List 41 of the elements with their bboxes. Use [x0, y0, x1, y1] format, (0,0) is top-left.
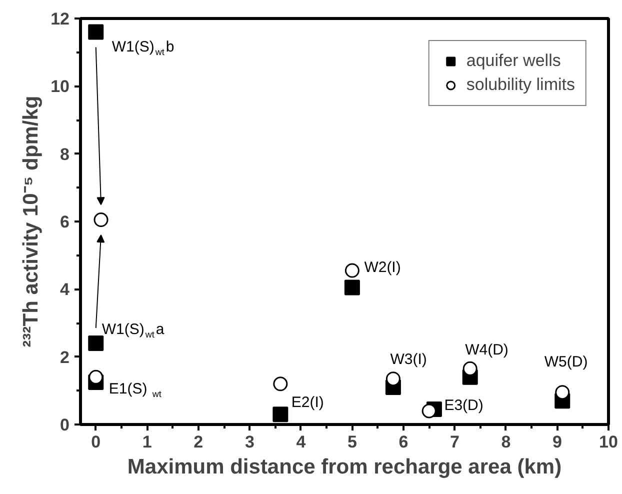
annotation: W2(I) [364, 258, 401, 276]
x-tick-label: 10 [599, 432, 618, 452]
point [273, 376, 288, 392]
x-tick-label: 0 [91, 432, 101, 452]
point [94, 212, 108, 228]
y-tick-label: 4 [60, 280, 70, 300]
x-tick-label: 2 [194, 432, 204, 452]
annotation: W3(I) [390, 350, 427, 368]
x-tick-label: 7 [450, 432, 460, 452]
point [422, 404, 436, 418]
y-tick-label: 2 [60, 348, 70, 367]
legend-label: solubility limits [466, 75, 575, 95]
y-tick-label: 12 [50, 10, 70, 28]
x-tick-label: 3 [244, 432, 254, 452]
point [88, 336, 104, 352]
x-tick-label: 6 [398, 432, 408, 452]
x-tick-label: 1 [142, 432, 152, 452]
y-tick-label: 0 [60, 416, 70, 434]
point [344, 280, 360, 296]
x-tick-label: 4 [296, 432, 306, 452]
point [462, 361, 478, 376]
point [272, 406, 288, 422]
annotation: W4(D) [465, 342, 508, 359]
x-axis-title: Maximum distance from recharge area (km) [127, 456, 562, 478]
point [386, 372, 400, 386]
point [555, 385, 570, 400]
legend-label: aquifer wells [466, 51, 561, 71]
point [88, 370, 104, 384]
y-tick-label: 8 [60, 144, 70, 164]
y-tick-label: 10 [50, 77, 70, 96]
x-tick-label: 5 [347, 432, 357, 452]
point [88, 24, 104, 40]
annotation: E1(S)wt [108, 380, 162, 400]
x-tick-label: 8 [501, 432, 511, 452]
annotation: E3(D) [444, 396, 484, 414]
x-tick-label: 9 [552, 432, 562, 452]
y-tick-label: 6 [60, 212, 70, 232]
annotation: E2(I) [291, 394, 324, 411]
annotation: W5(D) [544, 353, 588, 370]
y-axis-title: ²³²Th activity 10⁻⁵ dpm/kg [20, 96, 43, 348]
point [344, 263, 360, 278]
